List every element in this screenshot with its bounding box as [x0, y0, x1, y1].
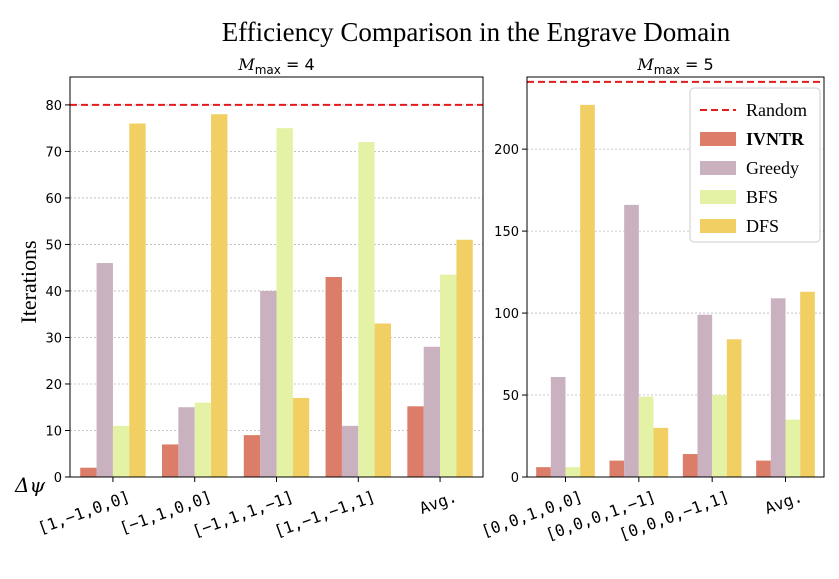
legend-label-bfs: BFS — [746, 187, 778, 207]
x-tick-label: Avg. — [762, 487, 805, 518]
legend-label-ivntr: IVNTR — [746, 129, 805, 149]
y-tick-label: 0 — [511, 471, 519, 486]
bar-bfs-avg — [785, 419, 801, 477]
y-tick-label: 10 — [45, 424, 62, 439]
x-tick-label: Avg. — [417, 487, 460, 518]
y-tick-label: 50 — [502, 389, 519, 404]
y-tick-label: 20 — [45, 378, 62, 393]
bar-greedy-1-1-0-0 — [96, 263, 113, 477]
y-axis-label: Iterations — [16, 240, 41, 323]
bar-greedy-1-1-1-1 — [260, 290, 277, 477]
y-tick-label: 150 — [494, 225, 519, 240]
y-tick-label: 40 — [45, 285, 62, 300]
bar-ivntr-avg — [756, 460, 771, 477]
bar-ivntr-0-0-1-0-0 — [536, 467, 551, 477]
bar-ivntr-1-1-1-1 — [243, 435, 261, 477]
panel-subtitle: Mmax = 4 — [237, 55, 314, 77]
bar-greedy-avg — [770, 298, 786, 477]
bar-ivntr-1-1-1-1 — [325, 277, 342, 477]
bar-bfs-0-0-0-1-1 — [638, 396, 654, 477]
x-tick-label: [1,−1,0,0] — [35, 487, 132, 538]
legend-swatch-greedy — [700, 161, 736, 175]
bar-greedy-0-0-0-1-1 — [624, 204, 639, 478]
y-tick-label: 80 — [45, 99, 62, 114]
bar-dfs-1-1-0-0 — [211, 114, 228, 478]
bar-bfs-1-1-1-1 — [276, 128, 293, 478]
bar-ivntr-1-1-0-0 — [80, 467, 97, 477]
y-tick-label: 100 — [494, 307, 519, 322]
bar-bfs-avg — [440, 274, 457, 477]
bar-dfs-0-0-0-1-1 — [726, 339, 742, 477]
bar-ivntr-1-1-0-0 — [162, 444, 179, 477]
bar-dfs-1-1-1-1 — [374, 323, 391, 477]
bar-greedy-1-1-0-0 — [178, 407, 195, 477]
bar-bfs-0-0-1-0-0 — [565, 467, 581, 477]
bar-bfs-1-1-0-0 — [112, 425, 130, 477]
bar-ivntr-0-0-0-1-1 — [682, 454, 698, 477]
legend-label-greedy: Greedy — [746, 158, 799, 178]
bar-greedy-0-0-0-1-1 — [697, 314, 713, 477]
y-tick-label: 0 — [54, 471, 62, 486]
legend: Random IVNTR Greedy BFS DFS — [689, 87, 821, 243]
bar-dfs-0-0-1-0-0 — [580, 104, 595, 478]
legend-label-random: Random — [746, 100, 807, 120]
bar-dfs-1-1-0-0 — [129, 123, 146, 477]
bar-dfs-avg — [456, 239, 473, 477]
bar-dfs-avg — [800, 291, 815, 477]
plot-frame — [526, 76, 825, 478]
plot-frame — [69, 76, 484, 478]
left-panel: Mmax = 401020304050607080[1,−1,0,0][−1,1… — [35, 55, 484, 541]
bar-ivntr-avg — [407, 406, 424, 477]
bar-dfs-1-1-1-1 — [292, 397, 310, 477]
y-tick-label: 200 — [494, 143, 519, 158]
bar-bfs-1-1-0-0 — [194, 402, 212, 477]
y-tick-label: 50 — [45, 238, 62, 253]
bar-ivntr-0-0-0-1-1 — [609, 460, 625, 477]
legend-swatch-dfs — [700, 219, 736, 233]
panel-subtitle: Mmax = 5 — [636, 55, 713, 77]
x-axis-symbol: Δψ — [14, 473, 45, 497]
bar-greedy-0-0-1-0-0 — [550, 377, 566, 477]
y-tick-label: 70 — [45, 145, 62, 160]
legend-label-dfs: DFS — [746, 216, 779, 236]
bar-bfs-0-0-0-1-1 — [712, 395, 727, 477]
bar-dfs-0-0-0-1-1 — [653, 427, 669, 477]
legend-swatch-bfs — [700, 190, 736, 204]
y-tick-label: 60 — [45, 192, 62, 207]
bar-greedy-1-1-1-1 — [341, 425, 359, 477]
legend-swatch-ivntr — [700, 132, 736, 146]
y-tick-label: 30 — [45, 331, 62, 346]
chart-title: Efficiency Comparison in the Engrave Dom… — [222, 17, 731, 47]
bar-bfs-1-1-1-1 — [358, 142, 375, 477]
bar-greedy-avg — [423, 346, 441, 477]
